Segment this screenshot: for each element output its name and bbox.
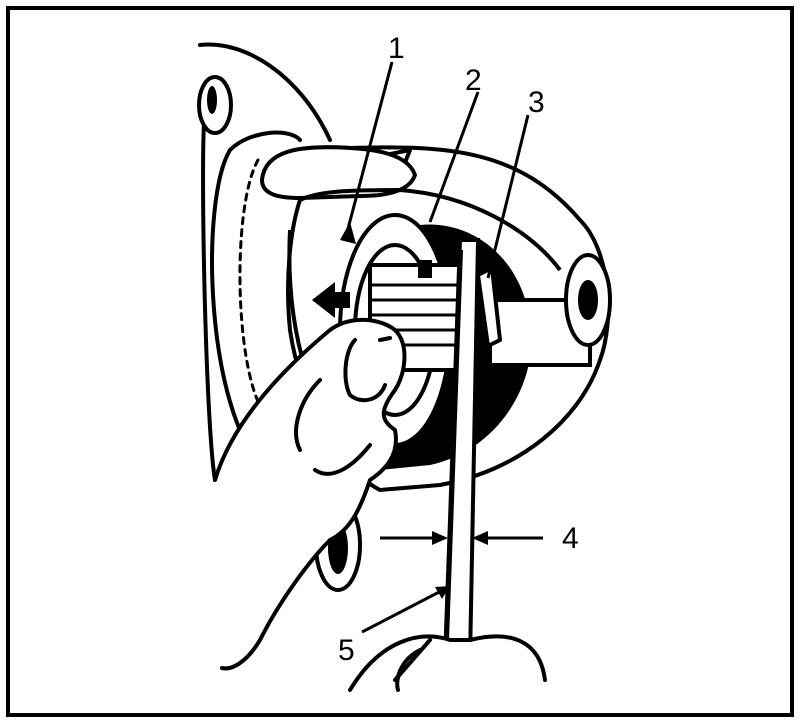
callout-5: 5 [338,634,355,667]
callout-4: 4 [562,522,579,555]
leader-lines [343,61,543,634]
leader-3 [486,114,530,279]
arrowhead-4a [432,531,448,545]
callout-2: 2 [465,64,482,97]
pivot-pin [488,253,612,367]
hand [213,317,407,671]
shim-tab [475,264,503,350]
leader-5 [361,588,444,634]
direction-arrow [312,282,350,318]
leader-1 [343,61,394,241]
leader-2 [428,91,480,223]
callout-3: 3 [528,86,545,119]
arrowhead-4b [472,531,488,545]
arrowhead-5 [435,586,450,599]
callout-1: 1 [388,32,405,65]
lower-hand [348,634,547,692]
bolt-hole-upper [197,75,233,135]
